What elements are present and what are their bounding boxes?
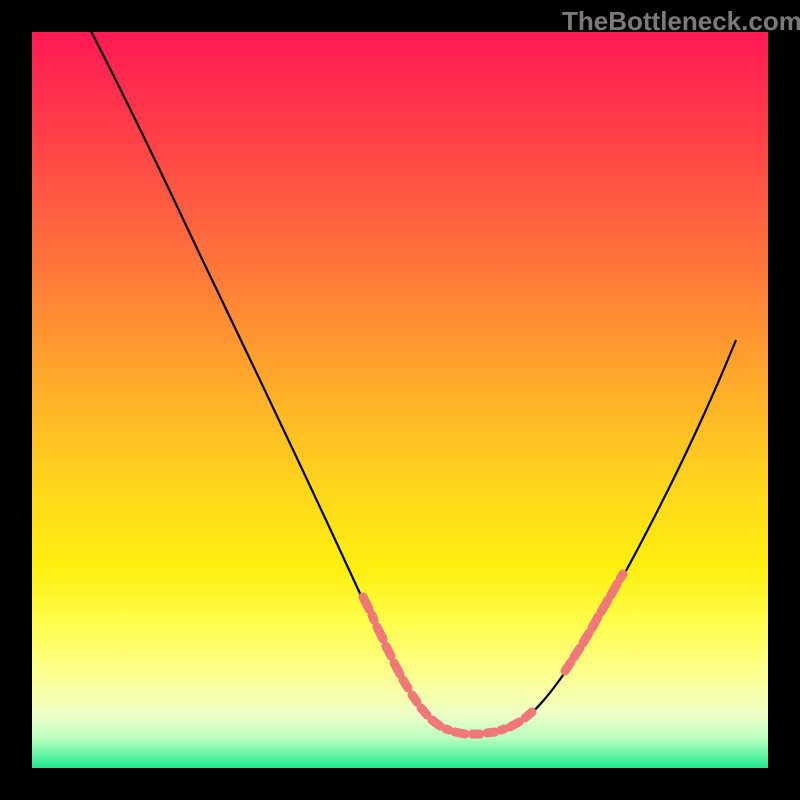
- watermark-text: TheBottleneck.com: [562, 6, 800, 37]
- gradient-background: [32, 32, 768, 768]
- chart-svg: [0, 0, 800, 800]
- chart-canvas: TheBottleneck.com: [0, 0, 800, 800]
